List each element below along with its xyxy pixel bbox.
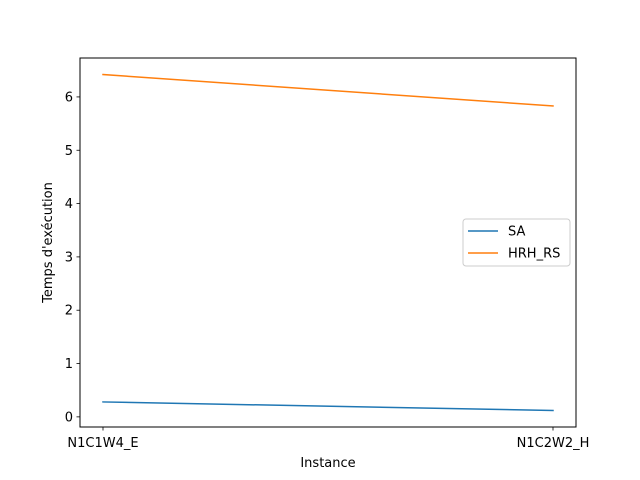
legend-items: SA HRH_RS [468, 225, 560, 262]
x-axis-ticks: N1C1W4_E N1C2W2_H [67, 427, 589, 451]
y-tick-label: 3 [65, 250, 73, 265]
legend-label: SA [508, 225, 525, 240]
x-axis-title: Instance [300, 456, 355, 471]
y-axis-ticks: 0 1 2 3 4 5 6 [65, 90, 80, 425]
plot-frame [79, 57, 577, 428]
series-line-sa [102, 401, 554, 412]
y-tick-label: 0 [65, 410, 73, 425]
series-line-hrh-rs [102, 73, 554, 107]
legend-label: HRH_RS [508, 247, 560, 262]
y-tick-label: 4 [65, 197, 73, 212]
y-tick-label: 5 [65, 144, 73, 159]
y-tick-label: 6 [65, 90, 73, 105]
series-layer [102, 73, 554, 412]
y-tick-label: 2 [65, 304, 73, 319]
y-tick-label: 1 [65, 357, 73, 372]
legend: SA HRH_RS [462, 218, 571, 267]
y-axis-title: Temps d'exécution [41, 182, 56, 304]
x-tick-label: N1C1W4_E [67, 436, 138, 451]
x-tick-label: N1C2W2_H [517, 436, 590, 451]
